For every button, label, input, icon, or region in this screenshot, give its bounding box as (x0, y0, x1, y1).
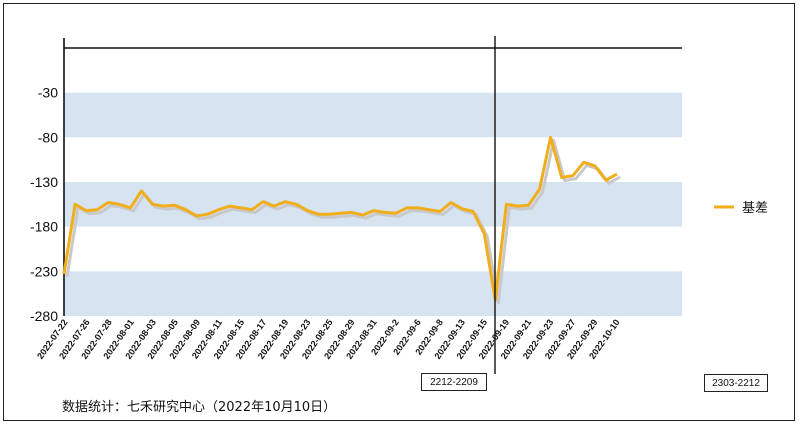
background-bands (64, 92, 682, 316)
y-tick-label: -130 (30, 174, 58, 190)
y-axis-ticks: -30 -80 -130 -180 -230 -280 (30, 85, 58, 324)
x-axis-ticks: 2022-07-222022-07-262022-07-282022-08-01… (35, 317, 622, 360)
series-shadow (65, 138, 621, 305)
background-band (64, 92, 682, 138)
contract-tag: 2303-2212 (704, 374, 768, 392)
series-layer (62, 36, 621, 374)
source-note: 数据统计：七禾研究中心（2022年10月10日） (62, 400, 337, 415)
background-band (64, 271, 682, 316)
legend-label: 基差 (742, 201, 768, 216)
y-tick-label: -180 (30, 219, 58, 235)
y-tick-label: -80 (38, 129, 58, 145)
y-tick-label: -30 (38, 85, 58, 101)
legend: 基差 (714, 201, 768, 216)
y-tick-label: -280 (30, 308, 58, 324)
series-line-jicha (62, 135, 618, 302)
vline-tag: 2212-2209 (421, 373, 487, 391)
y-tick-label: -230 (30, 263, 58, 279)
